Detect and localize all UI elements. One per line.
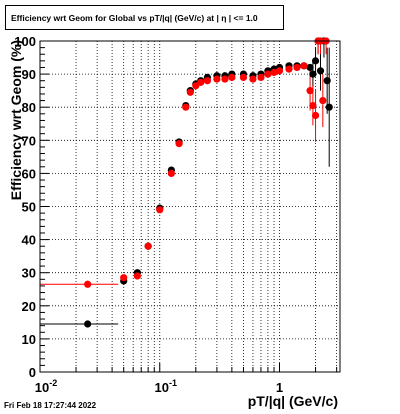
red-data-point (270, 68, 278, 77)
y-tick-label: 20 (22, 299, 36, 314)
x-tick-label: 10-1 (155, 378, 177, 395)
x-axis-label: pT/|q| (GeV/c) (248, 393, 338, 409)
y-tick-label: 80 (22, 100, 36, 115)
red-data-point (309, 101, 317, 110)
red-data-point (182, 103, 190, 111)
chart-title: Efficiency wrt Geom for Global vs pT/|q|… (5, 5, 284, 30)
red-data-point (156, 206, 164, 214)
x-tick-label: 10-2 (35, 378, 57, 395)
black-data-point (323, 77, 331, 85)
y-tick-label: 100 (14, 34, 36, 49)
red-data-point (275, 67, 284, 75)
red-data-point (175, 140, 183, 148)
red-data-point (186, 88, 194, 96)
y-tick-label: 90 (22, 67, 36, 82)
data-points (84, 37, 333, 328)
red-data-point (306, 87, 314, 95)
red-data-point (144, 242, 152, 250)
y-tick-label: 60 (22, 166, 36, 181)
y-tick-labels: 0 10 20 30 40 50 60 70 80 90 100 (14, 34, 36, 380)
red-data-point (239, 73, 248, 82)
red-data-point (203, 77, 212, 85)
red-data-point (197, 78, 205, 86)
red-data-point (120, 274, 128, 282)
y-tick-label: 70 (22, 133, 36, 148)
red-data-point (228, 73, 236, 82)
red-data-point (257, 73, 265, 82)
red-data-point (133, 272, 141, 280)
grid-lines (40, 41, 340, 372)
red-data-point (311, 111, 320, 120)
black-data-point (306, 63, 314, 72)
black-data-point (325, 103, 333, 111)
red-data-point (221, 75, 229, 83)
red-data-point (300, 62, 308, 70)
red-data-point (213, 75, 221, 83)
y-tick-label: 0 (29, 365, 36, 380)
x-tick-labels: 10-2 10-1 1 (35, 378, 283, 395)
black-data-point (309, 70, 317, 78)
x-tick-label: 1 (276, 380, 283, 395)
y-tick-label: 30 (22, 266, 36, 281)
red-data-point (293, 63, 301, 72)
y-axis-label: Efficiency wrt Geom (%) (8, 40, 24, 200)
red-data-point (264, 70, 272, 78)
y-tick-label: 40 (22, 233, 36, 248)
black-data-point (311, 57, 320, 65)
red-data-point (319, 96, 327, 105)
red-data-point (285, 65, 293, 73)
y-tick-label: 50 (22, 200, 36, 215)
black-data-point (84, 320, 92, 328)
red-data-point (84, 280, 92, 288)
y-tick-label: 10 (22, 332, 36, 347)
red-data-point (249, 75, 257, 83)
error-bars (40, 41, 330, 325)
axis-ticks (39, 40, 338, 373)
timestamp: Fri Feb 18 17:27:44 2022 (4, 401, 97, 410)
black-data-point (316, 67, 325, 75)
red-data-point (167, 169, 175, 177)
